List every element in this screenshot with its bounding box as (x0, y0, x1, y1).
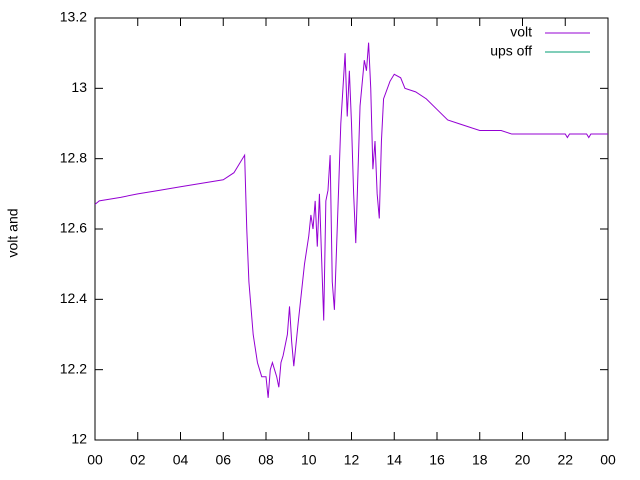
x-tick-label: 20 (515, 452, 531, 468)
x-tick-label: 04 (173, 452, 189, 468)
y-tick-label: 12 (71, 431, 87, 447)
x-tick-label: 02 (130, 452, 146, 468)
legend-label: ups off (490, 43, 532, 59)
legend-label: volt (510, 24, 532, 40)
x-tick-label: 06 (215, 452, 231, 468)
x-tick-label: 10 (301, 452, 317, 468)
x-tick-label: 12 (344, 452, 360, 468)
x-tick-label: 00 (87, 452, 103, 468)
y-tick-label: 12.2 (60, 360, 87, 376)
series-line (94, 42, 608, 398)
y-tick-label: 13.2 (60, 9, 87, 25)
x-tick-label: 22 (557, 452, 573, 468)
x-tick-label: 00 (600, 452, 616, 468)
y-axis-label: volt and (5, 208, 21, 257)
y-tick-label: 12.6 (60, 220, 87, 236)
plot-border (94, 17, 609, 441)
y-tick-label: 13 (71, 79, 87, 95)
x-tick-label: 08 (258, 452, 274, 468)
y-tick-label: 12.4 (60, 290, 87, 306)
x-tick-label: 14 (386, 452, 402, 468)
x-tick-label: 16 (429, 452, 445, 468)
y-tick-label: 12.8 (60, 149, 87, 165)
x-tick-label: 18 (472, 452, 488, 468)
